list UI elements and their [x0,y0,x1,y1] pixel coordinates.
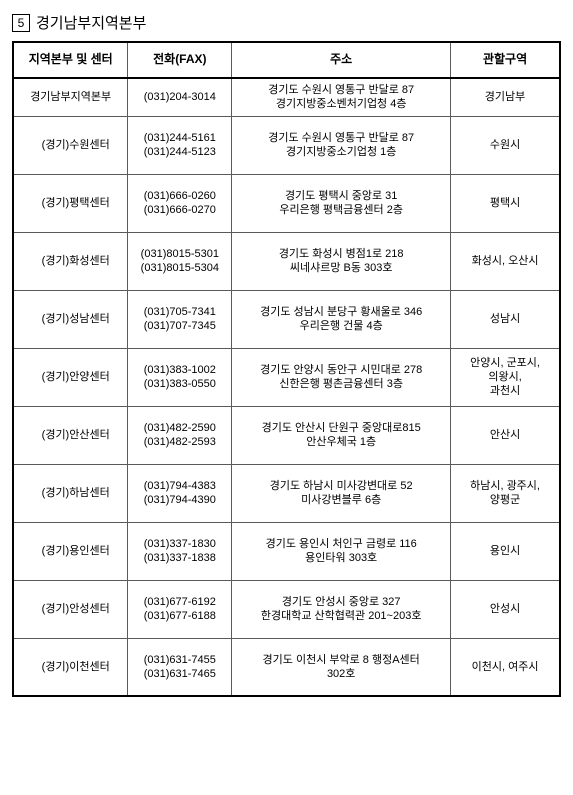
header-phone: 전화(FAX) [128,42,232,78]
cell-center: (경기)안양센터 [13,348,128,406]
table-row: (경기)안산센터(031)482-2590(031)482-2593경기도 안산… [13,406,560,464]
cell-center: (경기)하남센터 [13,464,128,522]
cell-area: 평택시 [451,174,560,232]
cell-phone: (031)677-6192(031)677-6188 [128,580,232,638]
table-body: 경기남부지역본부(031)204-3014경기도 수원시 영통구 반달로 87경… [13,78,560,696]
cell-area: 안산시 [451,406,560,464]
cell-area: 수원시 [451,116,560,174]
cell-center: (경기)이천센터 [13,638,128,696]
cell-phone: (031)705-7341(031)707-7345 [128,290,232,348]
cell-area: 용인시 [451,522,560,580]
table-row: (경기)평택센터(031)666-0260(031)666-0270경기도 평택… [13,174,560,232]
cell-phone: (031)244-5161(031)244-5123 [128,116,232,174]
section-heading: 5 경기남부지역본부 [12,12,561,33]
table-row: (경기)용인센터(031)337-1830(031)337-1838경기도 용인… [13,522,560,580]
table-row: (경기)수원센터(031)244-5161(031)244-5123경기도 수원… [13,116,560,174]
cell-center: (경기)화성센터 [13,232,128,290]
table-row: (경기)화성센터(031)8015-5301(031)8015-5304경기도 … [13,232,560,290]
cell-phone: (031)794-4383(031)794-4390 [128,464,232,522]
cell-center: (경기)용인센터 [13,522,128,580]
table-row: (경기)안성센터(031)677-6192(031)677-6188경기도 안성… [13,580,560,638]
cell-address: 경기도 하남시 미사강변대로 52미사강변블루 6층 [232,464,451,522]
header-center: 지역본부 및 센터 [13,42,128,78]
cell-area: 하남시, 광주시,양평군 [451,464,560,522]
cell-address: 경기도 수원시 영통구 반달로 87경기지방중소벤처기업청 4층 [232,78,451,116]
cell-address: 경기도 수원시 영통구 반달로 87경기지방중소기업청 1층 [232,116,451,174]
cell-area: 이천시, 여주시 [451,638,560,696]
cell-address: 경기도 평택시 중앙로 31우리은행 평택금융센터 2층 [232,174,451,232]
table-row: 경기남부지역본부(031)204-3014경기도 수원시 영통구 반달로 87경… [13,78,560,116]
cell-area: 경기남부 [451,78,560,116]
cell-phone: (031)482-2590(031)482-2593 [128,406,232,464]
cell-address: 경기도 화성시 병점1로 218씨네샤르망 B동 303호 [232,232,451,290]
cell-phone: (031)204-3014 [128,78,232,116]
region-table: 지역본부 및 센터 전화(FAX) 주소 관할구역 경기남부지역본부(031)2… [12,41,561,697]
table-row: (경기)성남센터(031)705-7341(031)707-7345경기도 성남… [13,290,560,348]
cell-center: (경기)성남센터 [13,290,128,348]
cell-area: 안성시 [451,580,560,638]
cell-area: 성남시 [451,290,560,348]
cell-phone: (031)666-0260(031)666-0270 [128,174,232,232]
header-address: 주소 [232,42,451,78]
cell-address: 경기도 용인시 처인구 금령로 116용인타워 303호 [232,522,451,580]
cell-phone: (031)8015-5301(031)8015-5304 [128,232,232,290]
heading-number: 5 [12,14,30,32]
cell-address: 경기도 안산시 단원구 중앙대로815안산우체국 1층 [232,406,451,464]
cell-center: (경기)안산센터 [13,406,128,464]
header-area: 관할구역 [451,42,560,78]
cell-center: (경기)수원센터 [13,116,128,174]
cell-phone: (031)383-1002(031)383-0550 [128,348,232,406]
cell-center: (경기)안성센터 [13,580,128,638]
table-row: (경기)하남센터(031)794-4383(031)794-4390경기도 하남… [13,464,560,522]
table-row: (경기)안양센터(031)383-1002(031)383-0550경기도 안양… [13,348,560,406]
cell-address: 경기도 안양시 동안구 시민대로 278신한은행 평촌금융센터 3층 [232,348,451,406]
cell-phone: (031)337-1830(031)337-1838 [128,522,232,580]
cell-phone: (031)631-7455(031)631-7465 [128,638,232,696]
cell-center: (경기)평택센터 [13,174,128,232]
cell-center: 경기남부지역본부 [13,78,128,116]
cell-address: 경기도 이천시 부악로 8 행정A센터302호 [232,638,451,696]
heading-title: 경기남부지역본부 [36,12,146,33]
cell-address: 경기도 성남시 분당구 황새울로 346우리은행 건물 4층 [232,290,451,348]
cell-area: 화성시, 오산시 [451,232,560,290]
cell-area: 안양시, 군포시,의왕시,과천시 [451,348,560,406]
table-row: (경기)이천센터(031)631-7455(031)631-7465경기도 이천… [13,638,560,696]
cell-address: 경기도 안성시 중앙로 327한경대학교 산학협력관 201~203호 [232,580,451,638]
table-header-row: 지역본부 및 센터 전화(FAX) 주소 관할구역 [13,42,560,78]
